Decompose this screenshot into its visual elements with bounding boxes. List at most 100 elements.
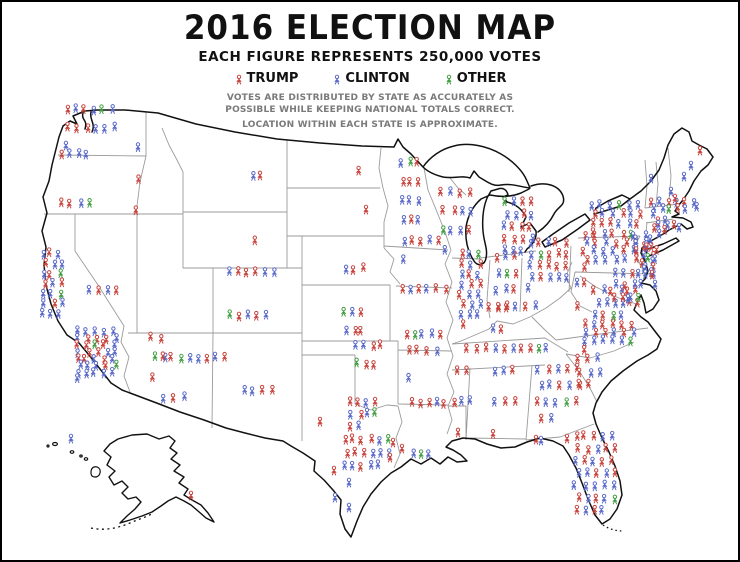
vote-figure-clinton <box>458 225 463 236</box>
vote-figure-trump <box>564 433 570 444</box>
vote-figure-clinton <box>78 198 84 209</box>
vote-figure-trump <box>576 492 582 503</box>
vote-figure-clinton <box>528 250 534 261</box>
vote-figure-clinton <box>245 309 251 320</box>
vote-figure-clinton <box>435 346 440 357</box>
vote-figure-clinton <box>347 409 353 420</box>
vote-figure-clinton <box>583 481 589 492</box>
vote-figure-trump <box>512 396 518 406</box>
vote-figure-clinton <box>618 310 624 321</box>
vote-figure-trump <box>502 344 507 354</box>
vote-figure-clinton <box>534 364 540 375</box>
vote-figure-trump <box>343 434 349 445</box>
vote-figure-clinton <box>423 283 429 294</box>
vote-figure-trump <box>556 380 562 391</box>
vote-figure-trump <box>113 285 119 296</box>
vote-figure-clinton <box>610 246 616 256</box>
vote-figure-trump <box>586 445 591 455</box>
vote-figure-trump <box>270 384 275 395</box>
vote-figure-clinton <box>604 236 609 247</box>
vote-figure-clinton <box>511 343 517 354</box>
vote-figure-trump <box>593 493 599 504</box>
vote-figure-clinton <box>548 413 554 423</box>
vote-figure-trump <box>356 165 361 176</box>
vote-figure-clinton <box>160 393 166 404</box>
vote-figure-trump <box>158 334 164 344</box>
vote-figure-clinton <box>408 284 413 295</box>
legend: TRUMP CLINTON OTHER <box>0 71 740 86</box>
vote-figure-trump <box>466 269 472 279</box>
vote-figure-trump <box>455 427 461 438</box>
vote-figure-trump <box>593 468 599 478</box>
vote-figure-trump <box>359 409 364 420</box>
vote-figure-trump <box>52 298 58 309</box>
vote-figure-trump <box>347 421 353 432</box>
vote-figure-clinton <box>688 160 694 171</box>
vote-figure-trump <box>437 329 443 340</box>
vote-figure-clinton <box>564 273 569 283</box>
vote-figure-trump <box>58 197 64 208</box>
vote-figure-trump <box>401 177 406 187</box>
vote-figure-trump <box>591 430 597 441</box>
vote-figure-trump <box>652 223 657 233</box>
vote-figure-clinton <box>591 335 597 346</box>
vote-figure-trump <box>372 396 378 407</box>
vote-figure-clinton <box>401 215 407 225</box>
vote-figure-trump <box>580 430 586 440</box>
vote-figure-clinton <box>68 433 74 444</box>
vote-figure-trump <box>170 393 176 403</box>
vote-figure-trump <box>483 342 489 353</box>
vote-figure-clinton <box>263 309 269 320</box>
vote-figure-clinton <box>614 254 620 265</box>
vote-figure-clinton <box>63 140 69 151</box>
vote-figure-trump <box>581 344 587 355</box>
vote-figure-trump <box>584 353 590 364</box>
vote-figure-clinton <box>47 308 53 319</box>
vote-figure-trump <box>520 196 525 207</box>
vote-figure-trump <box>580 246 586 257</box>
vote-figure-clinton <box>475 289 481 300</box>
vote-figure-trump <box>416 283 422 294</box>
vote-figure-clinton <box>518 246 523 257</box>
vote-figure-trump <box>621 208 627 218</box>
vote-figure-clinton <box>349 306 355 317</box>
vote-figure-other <box>564 397 570 408</box>
vote-figure-other <box>179 353 184 364</box>
vote-figure-clinton <box>665 220 670 231</box>
vote-figure-clinton <box>342 460 347 471</box>
vote-figure-clinton <box>512 301 518 312</box>
vote-figure-trump <box>257 170 263 181</box>
trump-figure-icon <box>236 74 241 85</box>
vote-figure-trump <box>528 343 533 353</box>
vote-figure-clinton <box>459 395 464 406</box>
vote-figure-clinton <box>349 460 355 471</box>
vote-figure-trump <box>404 329 410 340</box>
vote-figure-clinton <box>490 323 496 334</box>
vote-figure-trump <box>565 363 570 374</box>
vote-figure-clinton <box>597 367 603 378</box>
vote-figure-trump <box>371 341 377 352</box>
vote-figure-trump <box>638 209 643 220</box>
vote-figure-trump <box>574 431 580 442</box>
vote-figure-other <box>92 339 97 350</box>
vote-figure-clinton <box>356 420 361 431</box>
vote-figure-clinton <box>50 277 55 288</box>
vote-figure-clinton <box>84 360 90 371</box>
vote-figure-clinton <box>627 218 633 229</box>
vote-figure-trump <box>624 237 630 247</box>
vote-figure-trump <box>612 443 618 453</box>
vote-figure-clinton <box>400 254 406 265</box>
vote-figure-clinton <box>343 264 349 275</box>
vote-figure-trump <box>347 396 353 407</box>
vote-figure-clinton <box>448 186 453 197</box>
vote-figure-other <box>616 200 622 210</box>
vote-figure-trump <box>84 340 89 351</box>
vote-figure-other <box>645 252 651 263</box>
vote-figure-trump <box>599 319 605 330</box>
vote-figure-clinton <box>415 215 421 225</box>
vote-figure-clinton <box>635 200 641 210</box>
vote-figure-clinton <box>548 272 553 283</box>
vote-figure-trump <box>556 247 562 258</box>
vote-figure-clinton <box>493 343 499 353</box>
vote-figure-trump <box>521 208 527 219</box>
